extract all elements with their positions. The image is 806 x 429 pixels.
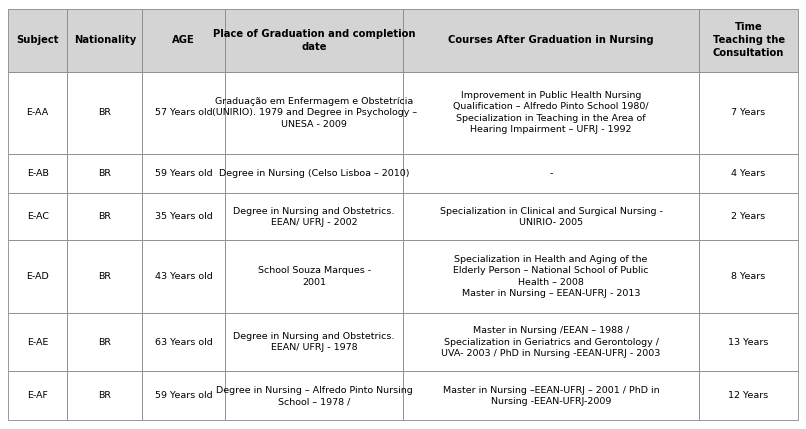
Bar bbox=[143, 240, 225, 313]
Bar bbox=[699, 371, 798, 420]
Bar bbox=[8, 371, 68, 420]
Bar bbox=[67, 72, 143, 154]
Text: Specialization in Health and Aging of the
Elderly Person – National School of Pu: Specialization in Health and Aging of th… bbox=[453, 255, 649, 298]
Bar bbox=[699, 193, 798, 240]
Text: 57 Years old: 57 Years old bbox=[155, 108, 213, 117]
Text: E-AA: E-AA bbox=[27, 108, 49, 117]
Bar bbox=[143, 313, 225, 371]
Text: 13 Years: 13 Years bbox=[729, 338, 769, 347]
Bar bbox=[699, 9, 798, 72]
Bar bbox=[225, 240, 403, 313]
Text: Nationality: Nationality bbox=[73, 35, 136, 45]
Bar bbox=[8, 240, 68, 313]
Bar bbox=[143, 72, 225, 154]
Text: 35 Years old: 35 Years old bbox=[155, 212, 213, 221]
Bar bbox=[403, 9, 699, 72]
Bar bbox=[8, 154, 68, 193]
Text: E-AB: E-AB bbox=[27, 169, 48, 178]
Text: Graduação em Enfermagem e Obstetrícia
(UNIRIO). 1979 and Degree in Psychology –
: Graduação em Enfermagem e Obstetrícia (U… bbox=[212, 97, 417, 129]
Bar bbox=[225, 313, 403, 371]
Text: Specialization in Clinical and Surgical Nursing -
UNIRIO- 2005: Specialization in Clinical and Surgical … bbox=[439, 207, 663, 227]
Text: BR: BR bbox=[98, 169, 111, 178]
Bar bbox=[225, 154, 403, 193]
Text: School Souza Marques -
2001: School Souza Marques - 2001 bbox=[258, 266, 371, 287]
Bar bbox=[8, 313, 68, 371]
Bar bbox=[67, 154, 143, 193]
Text: 59 Years old: 59 Years old bbox=[155, 169, 213, 178]
Bar bbox=[143, 193, 225, 240]
Text: Time
Teaching the
Consultation: Time Teaching the Consultation bbox=[713, 22, 784, 58]
Bar bbox=[403, 154, 699, 193]
Text: Degree in Nursing – Alfredo Pinto Nursing
School – 1978 /: Degree in Nursing – Alfredo Pinto Nursin… bbox=[216, 386, 413, 406]
Bar bbox=[67, 240, 143, 313]
Bar bbox=[699, 72, 798, 154]
Bar bbox=[225, 9, 403, 72]
Bar bbox=[403, 313, 699, 371]
Text: -: - bbox=[550, 169, 553, 178]
Bar bbox=[699, 313, 798, 371]
Text: E-AF: E-AF bbox=[27, 391, 48, 400]
Text: BR: BR bbox=[98, 391, 111, 400]
Text: 59 Years old: 59 Years old bbox=[155, 391, 213, 400]
Text: Master in Nursing –EEAN-UFRJ – 2001 / PhD in
Nursing -EEAN-UFRJ-2009: Master in Nursing –EEAN-UFRJ – 2001 / Ph… bbox=[442, 386, 659, 406]
Bar bbox=[403, 371, 699, 420]
Text: Degree in Nursing (Celso Lisboa – 2010): Degree in Nursing (Celso Lisboa – 2010) bbox=[219, 169, 409, 178]
Text: 2 Years: 2 Years bbox=[732, 212, 766, 221]
Text: 8 Years: 8 Years bbox=[732, 272, 766, 281]
Text: Degree in Nursing and Obstetrics.
EEAN/ UFRJ - 1978: Degree in Nursing and Obstetrics. EEAN/ … bbox=[234, 332, 395, 352]
Bar bbox=[8, 193, 68, 240]
Text: E-AE: E-AE bbox=[27, 338, 48, 347]
Bar bbox=[225, 72, 403, 154]
Text: BR: BR bbox=[98, 108, 111, 117]
Text: E-AD: E-AD bbox=[27, 272, 49, 281]
Text: Place of Graduation and completion
date: Place of Graduation and completion date bbox=[213, 29, 415, 51]
Text: 43 Years old: 43 Years old bbox=[155, 272, 213, 281]
Bar bbox=[67, 9, 143, 72]
Bar bbox=[225, 371, 403, 420]
Bar bbox=[143, 9, 225, 72]
Bar bbox=[403, 240, 699, 313]
Bar bbox=[699, 154, 798, 193]
Bar bbox=[8, 72, 68, 154]
Text: BR: BR bbox=[98, 212, 111, 221]
Text: Master in Nursing /EEAN – 1988 /
Specialization in Geriatrics and Gerontology /
: Master in Nursing /EEAN – 1988 / Special… bbox=[442, 326, 661, 358]
Bar bbox=[403, 72, 699, 154]
Bar bbox=[143, 154, 225, 193]
Bar bbox=[403, 193, 699, 240]
Text: 12 Years: 12 Years bbox=[729, 391, 769, 400]
Text: Degree in Nursing and Obstetrics.
EEAN/ UFRJ - 2002: Degree in Nursing and Obstetrics. EEAN/ … bbox=[234, 207, 395, 227]
Text: 7 Years: 7 Years bbox=[732, 108, 766, 117]
Bar bbox=[699, 240, 798, 313]
Bar bbox=[67, 371, 143, 420]
Bar bbox=[67, 313, 143, 371]
Text: Subject: Subject bbox=[16, 35, 59, 45]
Text: Improvement in Public Health Nursing
Qualification – Alfredo Pinto School 1980/
: Improvement in Public Health Nursing Qua… bbox=[453, 91, 649, 134]
Text: BR: BR bbox=[98, 272, 111, 281]
Text: 63 Years old: 63 Years old bbox=[155, 338, 213, 347]
Text: Courses After Graduation in Nursing: Courses After Graduation in Nursing bbox=[448, 35, 654, 45]
Text: E-AC: E-AC bbox=[27, 212, 48, 221]
Bar bbox=[67, 193, 143, 240]
Text: BR: BR bbox=[98, 338, 111, 347]
Text: AGE: AGE bbox=[172, 35, 195, 45]
Bar bbox=[143, 371, 225, 420]
Bar bbox=[8, 9, 68, 72]
Text: 4 Years: 4 Years bbox=[732, 169, 766, 178]
Bar bbox=[225, 193, 403, 240]
